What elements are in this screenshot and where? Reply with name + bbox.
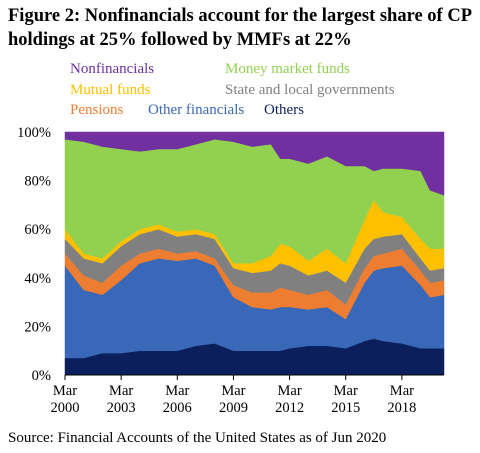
source-note: Source: Financial Accounts of the United… <box>8 430 387 446</box>
x-tick-label: Mar <box>165 383 189 399</box>
legend-others: Others <box>264 102 304 118</box>
area-layers <box>64 131 445 376</box>
chart-title: Figure 2: Nonfinancials account for the … <box>8 6 471 50</box>
x-tick-label: 2009 <box>219 400 248 416</box>
x-tick-label: 2018 <box>387 400 416 416</box>
legend-pensions: Pensions <box>70 102 124 118</box>
axes: 0%20%40%60%80%100%Mar2000Mar2003Mar2006M… <box>17 125 444 416</box>
x-tick-label: Mar <box>53 383 77 399</box>
x-tick-label: Mar <box>221 383 245 399</box>
x-tick-label: 2015 <box>331 400 360 416</box>
legend-nonfinancials: Nonfinancials <box>70 61 155 77</box>
x-tick-label: Mar <box>109 383 133 399</box>
y-tick-label: 40% <box>24 271 51 287</box>
y-tick-label: 60% <box>24 222 51 238</box>
y-tick-label: 0% <box>32 368 51 384</box>
legend-state-local-governments: State and local governments <box>225 82 395 98</box>
y-tick-label: 100% <box>17 125 51 141</box>
y-tick-label: 20% <box>24 319 51 335</box>
area-nonfinancials <box>64 131 445 196</box>
x-tick-label: Mar <box>278 383 302 399</box>
x-tick-label: 2012 <box>275 400 304 416</box>
x-tick-label: Mar <box>334 383 358 399</box>
y-tick-label: 80% <box>24 174 51 190</box>
x-tick-label: 2003 <box>107 400 136 416</box>
legend-mutual-funds: Mutual funds <box>70 82 151 98</box>
x-tick-label: Mar <box>390 383 414 399</box>
x-tick-label: 2000 <box>51 400 80 416</box>
legend-other-financials: Other financials <box>148 102 245 118</box>
x-tick-label: 2006 <box>163 400 192 416</box>
legend-money-market-funds: Money market funds <box>225 61 350 77</box>
